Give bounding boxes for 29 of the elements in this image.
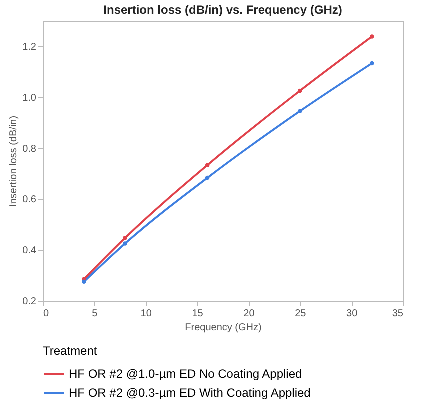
y-tick-label: 0.4 [22,246,37,257]
x-tick-label: 30 [346,308,358,320]
chart-title: Insertion loss (dB/in) vs. Frequency (GHz) [104,3,342,17]
y-axis-title: Insertion loss (dB/in) [8,116,20,208]
y-tick-label: 1.0 [22,92,37,104]
point [82,280,86,284]
x-tick-label: 0 [44,308,50,320]
point [370,61,374,66]
point [205,163,210,168]
point [205,176,210,180]
y-tick-label: 0.6 [22,194,37,206]
point [298,88,302,94]
x-tick-label: 5 [92,308,98,320]
x-tick-label: 20 [244,308,256,320]
y-tick-label: 0.8 [22,144,37,155]
x-tick-label: 35 [392,308,404,320]
point [123,236,128,240]
point [370,34,374,39]
legend-title: Treatment [43,344,98,358]
x-tick-label: 10 [140,308,152,320]
y-tick-label: 1.2 [22,42,37,53]
x-tick-label: 15 [192,308,204,320]
y-tick-label: 0.2 [22,296,37,308]
point [298,109,302,114]
legend-label: HF OR #2 @1.0-µm ED No Coating Applied [69,367,302,381]
legend-label: HF OR #2 @0.3-µm ED With Coating Applied [69,386,311,400]
x-tick-label: 25 [295,308,307,320]
x-axis-title: Frequency (GHz) [185,322,262,334]
point [123,242,128,246]
